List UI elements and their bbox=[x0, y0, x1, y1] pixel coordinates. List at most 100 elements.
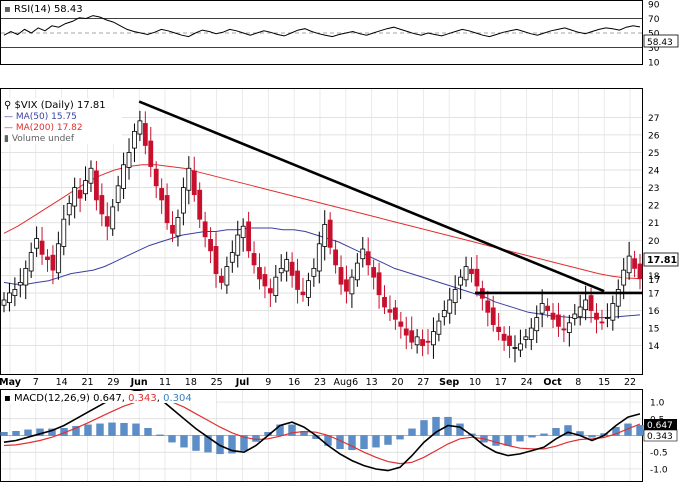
candle-body bbox=[7, 292, 12, 304]
candle-body bbox=[420, 339, 425, 347]
macd-histogram-bar bbox=[564, 425, 572, 436]
candle-body bbox=[409, 330, 415, 343]
macd-histogram-bar bbox=[528, 435, 536, 438]
macd-tick-label: -0.5 bbox=[650, 449, 668, 459]
candle-body bbox=[72, 187, 78, 207]
macd-histogram-bar bbox=[588, 435, 596, 438]
candle-body bbox=[360, 248, 366, 260]
candle-body bbox=[17, 282, 23, 286]
rsi-tick-label: 70 bbox=[648, 15, 660, 25]
candle-body bbox=[474, 268, 480, 287]
rsi-panel bbox=[0, 0, 643, 65]
candle-body bbox=[88, 167, 94, 184]
rsi-label: ▪ RSI(14) 58.43 bbox=[4, 4, 83, 15]
macd-histogram-bar bbox=[348, 435, 356, 451]
candle-body bbox=[50, 254, 56, 271]
candle-body bbox=[235, 234, 241, 256]
candle-body bbox=[338, 267, 344, 285]
candle-body bbox=[447, 299, 453, 314]
ma50-line bbox=[3, 227, 641, 319]
candle-body bbox=[333, 249, 338, 266]
candle-body bbox=[300, 291, 306, 296]
price-tick-label: 14 bbox=[648, 342, 660, 352]
candle-body bbox=[229, 252, 235, 263]
candle-body bbox=[164, 195, 170, 224]
candle-body bbox=[501, 333, 507, 341]
candle-body bbox=[66, 202, 72, 216]
x-tick-label: 27 bbox=[417, 377, 429, 388]
candle-body bbox=[583, 299, 589, 311]
price-tick-label: 27 bbox=[648, 114, 659, 124]
macd-icon: ▪ bbox=[4, 393, 14, 404]
price-badge-text: 17.81 bbox=[647, 255, 677, 266]
macd-layer bbox=[0, 389, 644, 472]
candle-body bbox=[327, 219, 333, 248]
candle-body bbox=[12, 289, 18, 297]
macd-histogram-bar bbox=[636, 425, 644, 436]
macd-value: 0.647 bbox=[93, 393, 122, 404]
candle-body bbox=[316, 243, 322, 272]
macd-histogram-bar bbox=[120, 422, 128, 436]
price-tick-label: 18 bbox=[648, 272, 660, 282]
candle-body bbox=[594, 312, 599, 320]
macd-histogram-bar bbox=[156, 434, 164, 436]
candle-body bbox=[191, 170, 197, 196]
x-tick-label: 17 bbox=[495, 377, 507, 388]
candle-body bbox=[115, 185, 121, 203]
hist-value: 0.304 bbox=[163, 393, 192, 404]
macd-histogram-bar bbox=[396, 435, 404, 440]
macd-histogram-bar bbox=[168, 435, 176, 443]
candle-body bbox=[170, 224, 175, 234]
price-tick-label: 15 bbox=[648, 325, 659, 335]
candle-body bbox=[295, 270, 300, 290]
candle-body bbox=[77, 189, 83, 199]
macd-histogram-bar bbox=[72, 425, 80, 436]
rsi-line bbox=[3, 15, 641, 38]
x-tick-label: 29 bbox=[107, 377, 119, 388]
candle-body bbox=[387, 309, 393, 313]
candle-body bbox=[159, 188, 165, 201]
price-tick-label: 23 bbox=[648, 184, 659, 194]
candle-body bbox=[284, 259, 290, 272]
signal-line bbox=[3, 398, 641, 465]
legend-ma200: — MA(200) 17.82 bbox=[4, 123, 83, 133]
price-tick-label: 17 bbox=[648, 289, 659, 299]
x-tick-label: Aug6 bbox=[334, 377, 359, 388]
macd-badge-2 bbox=[643, 429, 678, 442]
x-tick-label: 13 bbox=[366, 377, 378, 388]
x-tick-label: 11 bbox=[159, 377, 171, 388]
candle-body bbox=[289, 261, 295, 276]
candle-body bbox=[251, 253, 257, 266]
candle-body bbox=[458, 276, 464, 286]
macd-badge-1 bbox=[644, 419, 677, 430]
price-badge bbox=[643, 252, 679, 267]
candle-body bbox=[604, 317, 610, 319]
candle-body bbox=[240, 225, 246, 239]
resistance-trendline bbox=[138, 100, 605, 293]
macd-histogram-bar bbox=[84, 424, 92, 436]
candle-icon: ⚲ bbox=[4, 100, 15, 111]
candle-body bbox=[528, 327, 534, 340]
candle-body bbox=[577, 306, 583, 318]
x-tick-label: 20 bbox=[391, 377, 403, 388]
x-tick-label: Jun bbox=[130, 377, 148, 388]
candle-body bbox=[311, 267, 317, 277]
candle-body bbox=[485, 300, 491, 313]
macd-badge-1-text: 0.647 bbox=[647, 421, 673, 431]
candle-body bbox=[518, 343, 523, 351]
candle-body bbox=[615, 289, 621, 307]
x-tick-label: 23 bbox=[314, 377, 326, 388]
candle-body bbox=[322, 224, 328, 247]
candle-body bbox=[99, 195, 105, 215]
candle-body bbox=[534, 317, 540, 332]
candle-body bbox=[186, 167, 192, 191]
macd-badge-2-text: 0.343 bbox=[647, 432, 673, 442]
candle-body bbox=[267, 288, 273, 294]
candle-body bbox=[545, 305, 550, 311]
rsi-tick-label: 90 bbox=[648, 1, 660, 11]
price-tick-label: 21 bbox=[648, 219, 659, 229]
macd-histogram-bar bbox=[288, 424, 296, 436]
macd-histogram-bar bbox=[420, 420, 428, 436]
candle-body bbox=[28, 252, 34, 272]
x-tick-label: Sep bbox=[439, 377, 459, 388]
